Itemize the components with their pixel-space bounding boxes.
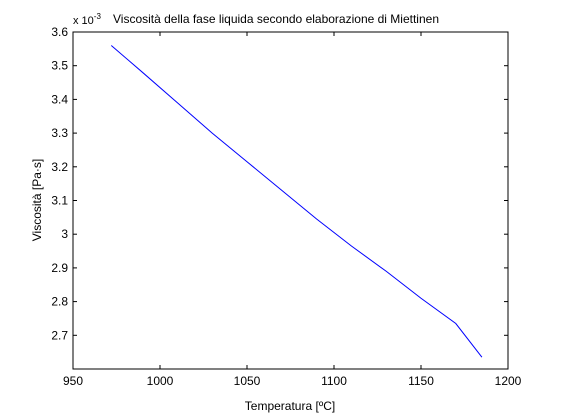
y-axis: 2.7 2.8 2.9 3 3.1 3.2 3.3 3.4 3.5 3.6 — [51, 25, 508, 342]
y-tick-label: 3 — [61, 227, 68, 241]
y-tick-label: 3.4 — [51, 92, 68, 106]
y-tick-label: 2.9 — [51, 261, 68, 275]
x-axis: 950 1000 1050 1100 1150 1200 — [63, 32, 522, 388]
y-tick-label: 2.8 — [51, 295, 68, 309]
x-tick-label: 1200 — [495, 374, 522, 388]
y-tick-label: 3.3 — [51, 126, 68, 140]
y-tick-label: 3.1 — [51, 194, 68, 208]
y-multiplier-label: x 10-3 — [73, 12, 101, 27]
series-line — [110, 45, 483, 358]
y-tick-label: 3.6 — [51, 25, 68, 39]
chart-title: Viscosità della fase liquida secondo ela… — [113, 12, 439, 26]
x-tick-label: 1000 — [147, 374, 174, 388]
x-tick-label: 1100 — [321, 374, 347, 388]
x-axis-label: Temperatura [ºC] — [245, 399, 335, 413]
y-tick-label: 2.7 — [51, 328, 68, 342]
y-tick-label: 3.2 — [51, 160, 68, 174]
x-tick-label: 1050 — [234, 374, 261, 388]
x-tick-label: 1150 — [408, 374, 434, 388]
y-multiplier-exponent: -3 — [94, 12, 102, 21]
x-tick-label: 950 — [63, 374, 83, 388]
plot-area — [72, 31, 509, 370]
y-tick-label: 3.5 — [51, 59, 68, 73]
y-axis-label: Viscosità [Pa·s] — [30, 159, 44, 241]
